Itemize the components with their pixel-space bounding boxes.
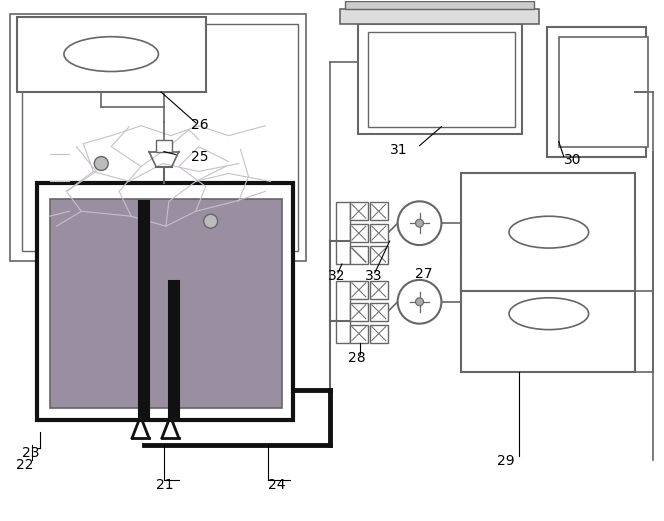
Bar (370, 246, 388, 264)
Bar (350, 281, 368, 299)
Text: 32: 32 (328, 269, 345, 283)
Bar (139, 201, 149, 420)
Text: 31: 31 (390, 143, 407, 156)
Circle shape (416, 219, 424, 227)
Bar (370, 202, 388, 220)
Bar (345, 2, 534, 9)
Bar (370, 325, 388, 343)
Bar (370, 303, 388, 321)
Circle shape (416, 298, 424, 306)
Bar (336, 202, 350, 264)
Bar (547, 27, 646, 156)
Bar (350, 303, 368, 321)
Text: 28: 28 (348, 352, 366, 365)
Text: 27: 27 (414, 267, 432, 281)
Circle shape (204, 214, 218, 228)
Text: 29: 29 (497, 454, 515, 468)
Bar (461, 255, 635, 373)
Bar (340, 9, 539, 24)
Circle shape (398, 280, 442, 324)
Bar (22, 24, 298, 251)
Bar (350, 202, 368, 220)
Bar (358, 24, 522, 134)
Bar (50, 200, 282, 408)
Text: 23: 23 (22, 446, 39, 460)
Bar (370, 224, 388, 242)
Bar (336, 281, 350, 343)
Circle shape (94, 156, 108, 170)
Bar (461, 173, 635, 291)
Bar (350, 224, 368, 242)
Bar (559, 37, 648, 146)
Bar (156, 140, 172, 152)
Text: 22: 22 (16, 458, 33, 472)
Text: 30: 30 (564, 153, 581, 167)
Text: 24: 24 (268, 478, 286, 492)
Circle shape (398, 201, 442, 245)
Bar (368, 32, 515, 127)
Bar (350, 325, 368, 343)
Bar (350, 246, 368, 264)
Bar (169, 281, 179, 420)
Text: 26: 26 (191, 118, 208, 132)
Bar (17, 17, 206, 92)
Bar (370, 281, 388, 299)
Bar (10, 14, 306, 261)
Bar (37, 183, 293, 420)
Text: 21: 21 (156, 478, 173, 492)
Text: 25: 25 (191, 150, 208, 164)
Text: 33: 33 (365, 269, 382, 283)
